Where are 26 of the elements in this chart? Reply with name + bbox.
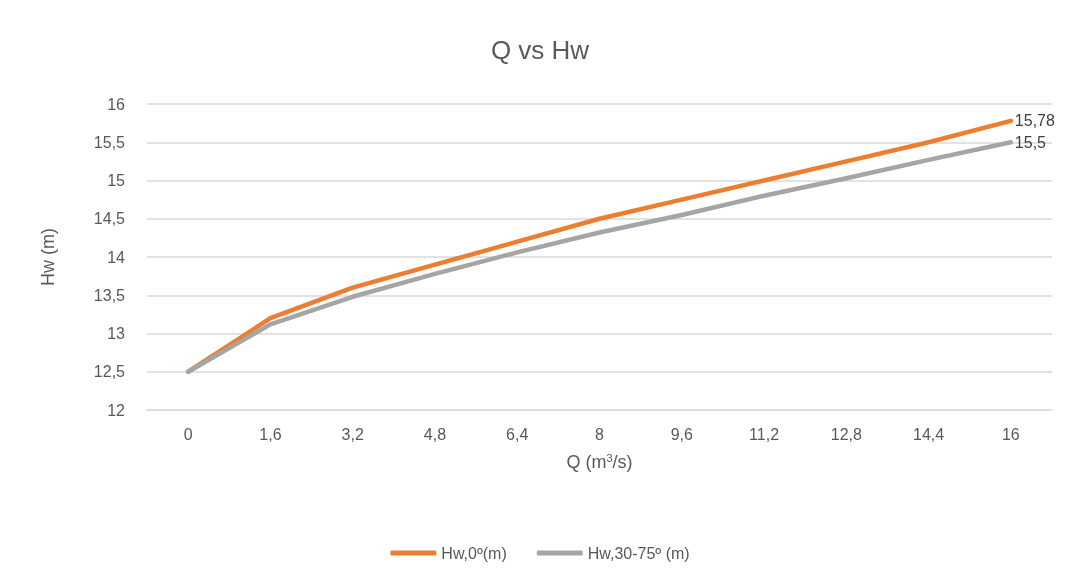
data-label: 15,78 <box>1014 112 1055 130</box>
x-tick-label: 16 <box>1001 425 1020 443</box>
y-tick-label: 16 <box>107 95 126 113</box>
y-axis-title: Hw (m) <box>38 228 58 286</box>
y-tick-label: 14 <box>107 248 126 266</box>
x-tick-label: 9,6 <box>670 425 693 443</box>
y-tick-label: 12 <box>107 401 126 419</box>
x-tick-label: 14,4 <box>913 425 945 443</box>
x-tick-label: 8 <box>595 425 605 443</box>
y-tick-label: 13,5 <box>93 286 126 304</box>
x-tick-label: 12,8 <box>830 425 862 443</box>
data-label: 15,5 <box>1014 133 1047 151</box>
y-tick-label: 13 <box>107 325 126 342</box>
y-tick-label: 14,5 <box>93 210 126 228</box>
y-tick-label: 12,5 <box>93 363 126 381</box>
x-tick-label: 4,8 <box>423 425 447 443</box>
x-tick-label: 0 <box>183 425 193 443</box>
chart-title: Q vs Hw <box>490 35 590 65</box>
y-tick-label: 15,5 <box>93 133 126 151</box>
y-tick-label: 15 <box>107 172 126 189</box>
x-tick-label: 6,4 <box>506 425 529 443</box>
x-tick-label: 3,2 <box>341 425 364 443</box>
legend-label: Hw,30-75º (m) <box>587 544 690 562</box>
x-tick-label: 1,6 <box>259 425 282 443</box>
legend-label: Hw,0º(m) <box>441 544 507 562</box>
x-tick-label: 11,2 <box>749 425 780 443</box>
